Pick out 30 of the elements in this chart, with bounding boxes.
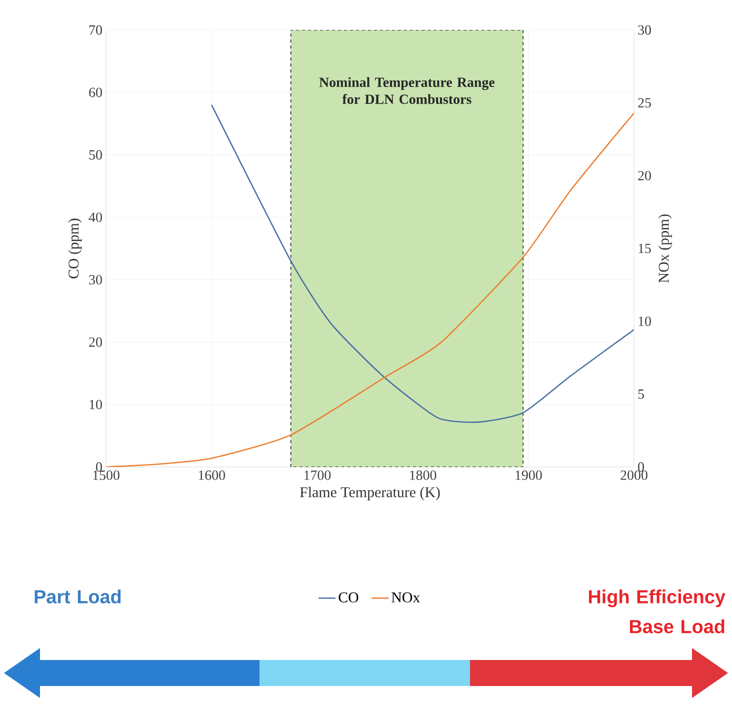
y2-tick-label: 20 — [638, 170, 651, 180]
y-tick-label: 30 — [89, 275, 102, 284]
legend-label: NOx — [392, 592, 420, 602]
y-tick-label: 10 — [90, 400, 102, 410]
x-tick-label: 1800 — [410, 470, 436, 480]
band-label: Nominal Temperature Range for DLN Combustors — [319, 77, 495, 104]
text: High Efficiency Base Load — [588, 590, 726, 634]
legend-label: CO — [338, 592, 358, 602]
x-tick-label: 1700 — [304, 470, 331, 480]
y-tick-label: 0 — [96, 462, 102, 472]
text: Part Load — [34, 590, 121, 604]
x-tick-label: 1900 — [516, 470, 542, 480]
y2-tick-label: 30 — [638, 25, 651, 35]
x-axis-title: Flame Temperature (K) — [300, 486, 440, 500]
y-tick-label: 50 — [89, 150, 102, 160]
y-tick-label: 40 — [88, 212, 102, 222]
line-series — [210, 104, 634, 423]
y-tick-label: 20 — [89, 337, 102, 347]
y-axis-title: CO (ppm) — [68, 218, 82, 278]
x-tick-label: 2000 — [620, 470, 648, 480]
x-tick-label: 1600 — [198, 470, 226, 480]
y2-axis-title: NOx (ppm) — [658, 214, 672, 283]
y-tick-label: 60 — [89, 88, 102, 98]
x-tick-label: 1500 — [93, 470, 120, 480]
y-tick-label: 70 — [89, 25, 102, 35]
y2-tick-label: 15 — [638, 244, 651, 254]
y2-tick-label: 5 — [638, 390, 644, 399]
y2-tick-label: 10 — [638, 316, 651, 326]
y2-tick-label: 0 — [638, 462, 644, 472]
y2-tick-label: 25 — [638, 98, 651, 108]
